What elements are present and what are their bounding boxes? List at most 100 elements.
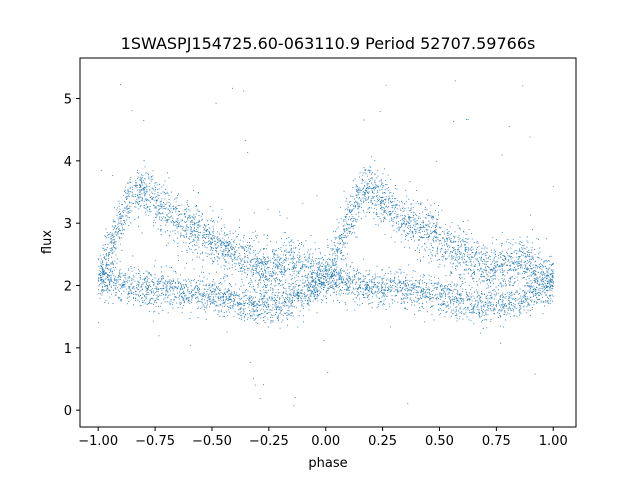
data-point	[410, 207, 412, 209]
data-point	[147, 173, 149, 174]
data-point	[334, 245, 336, 247]
data-point	[101, 282, 103, 284]
data-point	[150, 210, 152, 212]
data-point	[491, 306, 493, 307]
data-point	[482, 312, 484, 313]
data-point	[262, 271, 263, 273]
data-point	[474, 255, 476, 257]
data-point	[366, 289, 368, 291]
data-point	[347, 289, 349, 291]
data-point	[462, 239, 464, 241]
data-point	[351, 210, 353, 212]
data-point	[253, 300, 255, 302]
data-point	[154, 277, 156, 279]
data-point	[519, 309, 521, 311]
data-point	[367, 290, 369, 292]
data-point	[125, 278, 127, 280]
data-point	[391, 211, 393, 213]
data-point	[457, 299, 458, 301]
data-point	[260, 317, 262, 319]
data-point	[400, 286, 402, 288]
data-point	[497, 316, 499, 318]
data-point	[273, 254, 275, 256]
data-point	[407, 289, 409, 291]
data-point	[118, 221, 120, 223]
data-point	[454, 296, 455, 298]
data-point	[351, 203, 353, 205]
data-point	[121, 227, 123, 229]
data-point	[549, 284, 551, 285]
data-point	[473, 304, 475, 306]
data-point	[377, 200, 379, 201]
data-point	[518, 310, 520, 312]
data-point	[342, 240, 343, 242]
data-point	[461, 259, 463, 261]
data-point	[361, 293, 363, 295]
data-point	[106, 276, 108, 277]
data-point	[435, 298, 437, 299]
data-point	[354, 276, 356, 278]
data-point	[346, 216, 347, 218]
data-point	[301, 267, 303, 269]
data-point	[170, 283, 172, 285]
data-point	[541, 291, 543, 293]
data-point	[134, 218, 136, 220]
data-point	[331, 269, 333, 271]
data-point	[473, 261, 475, 263]
data-point	[256, 292, 258, 294]
data-point	[141, 179, 143, 181]
data-point	[455, 251, 457, 253]
data-point	[102, 247, 104, 249]
data-point	[205, 307, 207, 309]
data-point	[355, 270, 357, 272]
data-point	[274, 298, 276, 300]
data-point	[352, 298, 354, 300]
data-point	[448, 231, 450, 232]
data-point	[266, 287, 267, 288]
data-point	[319, 280, 320, 282]
data-point	[382, 200, 384, 201]
data-point	[370, 173, 372, 175]
data-point	[215, 295, 217, 297]
data-point	[414, 240, 416, 242]
data-point	[357, 288, 358, 290]
data-point	[165, 293, 167, 295]
data-point	[443, 251, 445, 253]
data-point	[368, 196, 370, 197]
data-point	[247, 262, 249, 263]
data-point	[171, 283, 173, 284]
data-point	[172, 293, 174, 295]
data-point	[408, 216, 410, 218]
data-point	[363, 294, 365, 296]
data-point	[407, 240, 409, 242]
data-point	[545, 287, 547, 288]
data-point	[260, 262, 262, 264]
data-point	[216, 236, 218, 238]
data-point	[537, 277, 539, 279]
data-point	[148, 282, 150, 284]
data-point	[303, 245, 305, 247]
data-point	[248, 282, 249, 284]
data-point	[346, 242, 348, 244]
data-point	[260, 292, 262, 294]
data-point	[231, 249, 233, 250]
data-point	[347, 279, 349, 281]
data-point	[244, 295, 246, 297]
data-point	[253, 306, 254, 307]
data-point	[441, 310, 443, 312]
data-point	[177, 218, 179, 220]
data-point	[185, 242, 187, 244]
data-point	[384, 292, 385, 294]
data-point	[100, 272, 102, 274]
data-point	[396, 214, 398, 216]
data-point	[231, 305, 233, 307]
data-point	[482, 310, 483, 312]
data-point	[527, 298, 529, 300]
data-point	[312, 293, 314, 295]
data-point	[312, 253, 314, 255]
data-point	[480, 276, 482, 277]
data-point	[285, 313, 286, 314]
data-point	[509, 281, 511, 283]
data-point	[395, 285, 397, 287]
data-point	[227, 253, 229, 255]
